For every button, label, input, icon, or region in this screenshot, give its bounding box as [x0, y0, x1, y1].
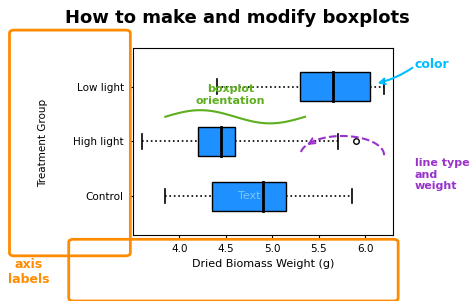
Text: line type
and
weight: line type and weight — [415, 158, 469, 191]
X-axis label: Dried Biomass Weight (g): Dried Biomass Weight (g) — [192, 259, 334, 269]
Text: color: color — [415, 58, 449, 71]
Bar — [212, 182, 286, 211]
Text: Treatment Group: Treatment Group — [37, 99, 48, 187]
Text: boxplot
orientation: boxplot orientation — [196, 84, 265, 106]
Bar — [301, 72, 370, 101]
Text: How to make and modify boxplots: How to make and modify boxplots — [64, 9, 410, 27]
Text: axis
labels: axis labels — [8, 258, 49, 287]
Bar — [198, 127, 235, 156]
Text: Text: Text — [238, 191, 260, 201]
